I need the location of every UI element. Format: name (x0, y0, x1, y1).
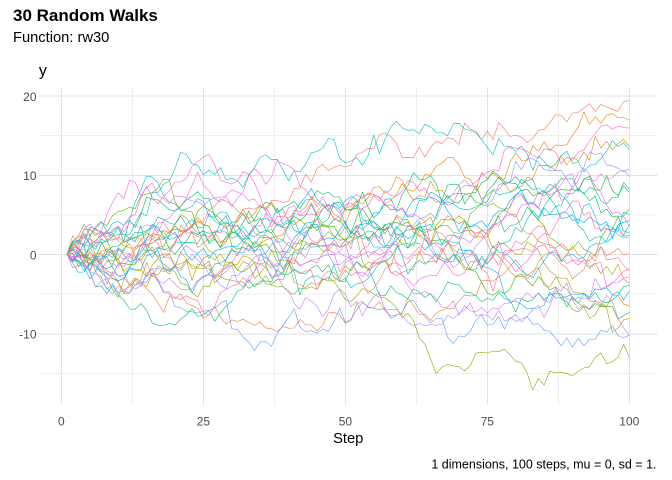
svg-text:y: y (39, 63, 47, 80)
svg-text:20: 20 (23, 90, 37, 104)
svg-text:25: 25 (197, 414, 211, 428)
svg-text:Function: rw30: Function: rw30 (13, 30, 109, 46)
svg-text:-10: -10 (19, 328, 37, 342)
svg-text:Step: Step (333, 431, 363, 447)
svg-text:100: 100 (619, 414, 639, 428)
svg-text:50: 50 (339, 414, 353, 428)
svg-text:30 Random Walks: 30 Random Walks (13, 6, 158, 25)
svg-text:10: 10 (23, 169, 37, 183)
svg-text:0: 0 (58, 414, 65, 428)
svg-text:75: 75 (481, 414, 495, 428)
svg-text:0: 0 (30, 248, 37, 262)
svg-text:1 dimensions, 100 steps, mu =: 1 dimensions, 100 steps, mu = 0, sd = 1. (431, 457, 656, 471)
